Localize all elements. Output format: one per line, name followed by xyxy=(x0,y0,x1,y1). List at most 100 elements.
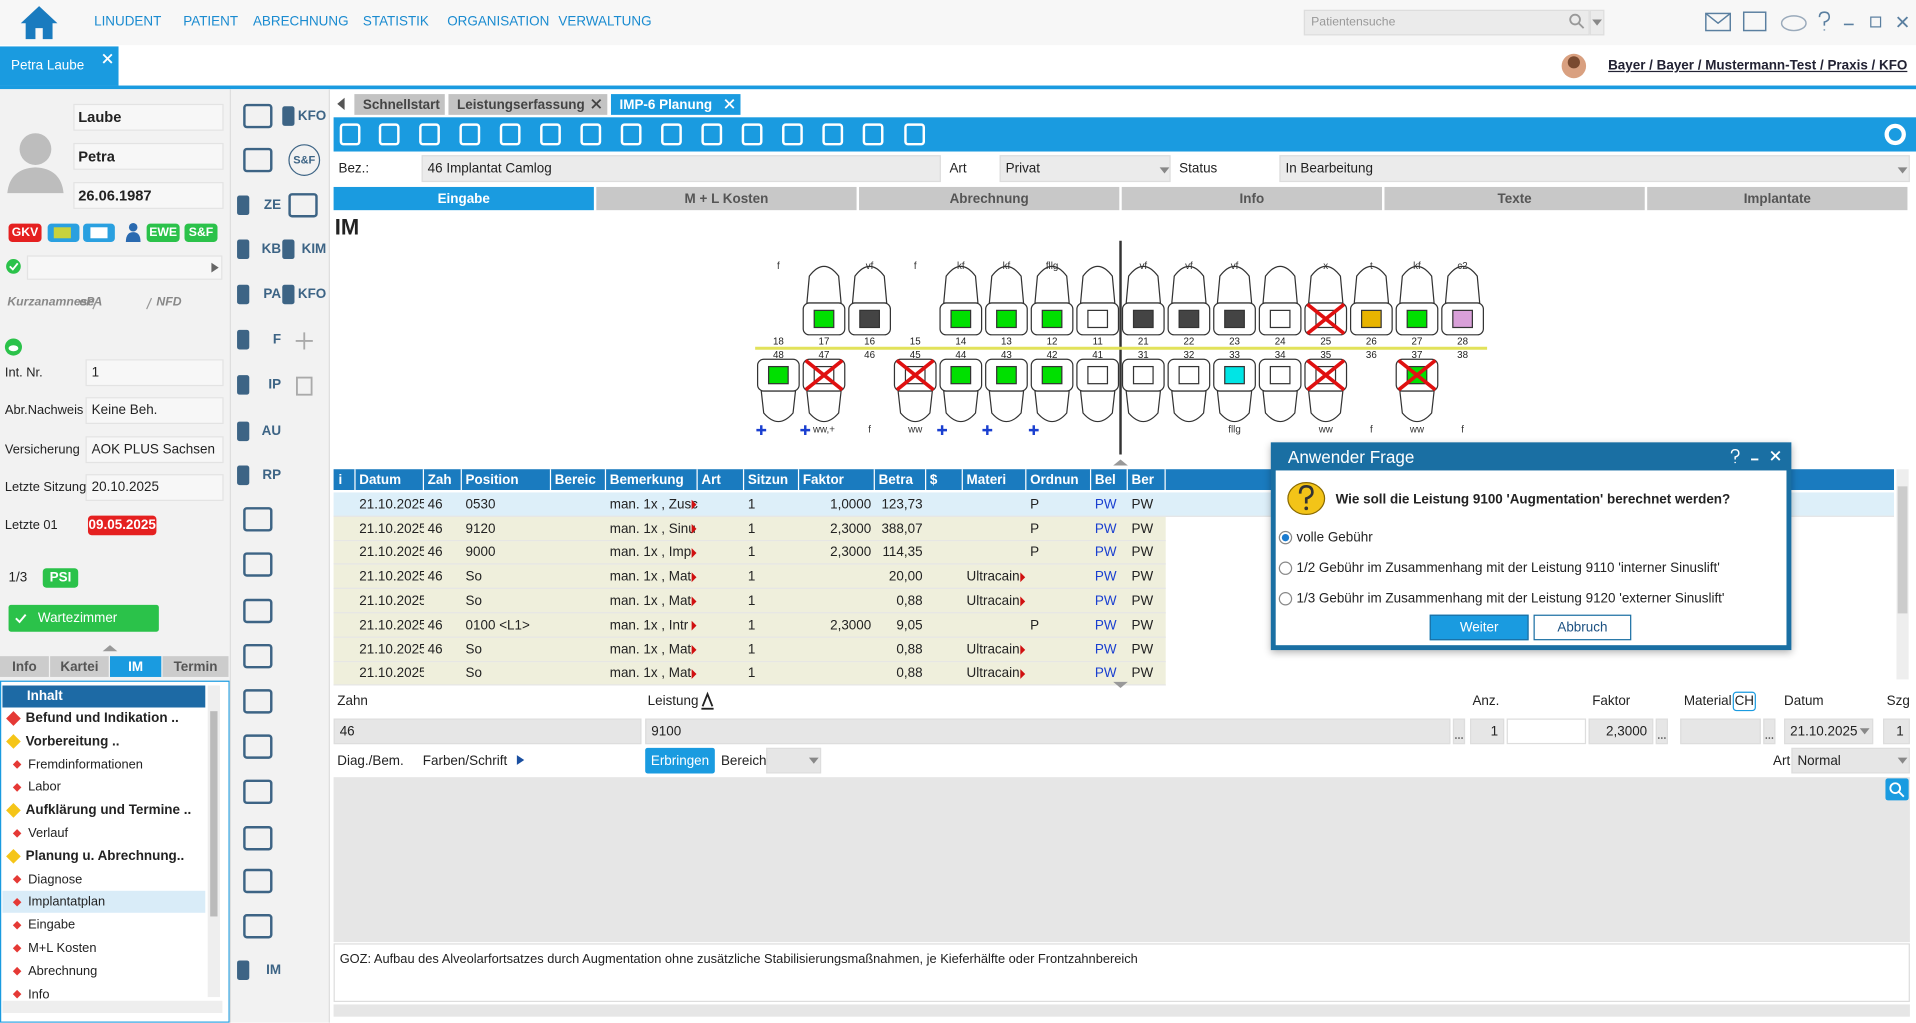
sub-tab[interactable]: Info xyxy=(1121,186,1383,211)
menu-item[interactable]: ABRECHNUNG xyxy=(252,14,349,30)
column-header[interactable]: Art xyxy=(698,469,745,490)
status-field[interactable] xyxy=(26,255,223,280)
radio-option[interactable]: 1/3 Gebühr im Zusammenhang mit der Leist… xyxy=(1296,591,1725,607)
menu-item[interactable]: LINUDENT xyxy=(94,14,162,30)
patient-link[interactable]: ePA xyxy=(79,295,103,309)
menu-item[interactable]: STATISTIK xyxy=(362,14,429,30)
sidebar-icon[interactable]: ZE xyxy=(263,197,282,213)
user-path[interactable]: Bayer / Bayer / Mustermann-Test / Praxis… xyxy=(1608,58,1908,74)
radio-option[interactable]: volle Gebühr xyxy=(1296,530,1373,545)
tree-item[interactable]: Befund und Indikation .. xyxy=(25,711,179,726)
form-field[interactable]: 46 Implantat Camlog xyxy=(421,155,941,183)
insurance-badge[interactable]: S&F xyxy=(184,223,218,242)
table-row[interactable] xyxy=(333,540,1166,566)
tree-item[interactable]: Labor xyxy=(28,780,61,795)
panel-tab[interactable]: Info xyxy=(0,656,49,677)
sub-tab[interactable]: M + L Kosten xyxy=(596,186,857,211)
entry-field[interactable]: 1 xyxy=(1883,718,1910,745)
table-row[interactable] xyxy=(333,637,1166,662)
column-header[interactable]: i xyxy=(335,469,356,490)
tree-item[interactable]: Verlauf xyxy=(28,826,69,841)
tree-item[interactable]: Abrechnung xyxy=(28,963,98,979)
patient-link[interactable]: NFD xyxy=(156,295,182,309)
patient-tab[interactable]: Petra Laube xyxy=(0,46,119,86)
entry-field[interactable] xyxy=(1680,718,1761,745)
tree-item[interactable]: Info xyxy=(28,986,50,1002)
entry-field[interactable]: Normal xyxy=(1791,747,1910,774)
psi-badge[interactable]: PSI xyxy=(42,568,79,588)
lookup-button[interactable] xyxy=(1452,718,1466,745)
dialog-button[interactable]: Weiter xyxy=(1429,614,1529,641)
tree-item[interactable]: Eingabe xyxy=(28,917,76,933)
entry-field[interactable]: 9100 xyxy=(645,718,1451,745)
column-header[interactable]: Ordnun xyxy=(1026,469,1092,490)
column-header[interactable]: Sitzun xyxy=(744,469,800,490)
tree-item[interactable]: Implantatplan xyxy=(28,894,106,910)
panel-tab[interactable]: IM xyxy=(109,656,162,677)
menu-item[interactable]: PATIENT xyxy=(183,14,239,30)
form-field[interactable]: In Bearbeitung xyxy=(1279,155,1910,183)
entry-label[interactable]: Farben/Schrift xyxy=(422,753,508,768)
dialog-button[interactable]: Abbruch xyxy=(1533,614,1632,641)
table-row[interactable] xyxy=(333,613,1166,638)
sidebar-icon[interactable]: KB xyxy=(261,241,282,257)
radio-option[interactable]: 1/2 Gebühr im Zusammenhang mit der Leist… xyxy=(1296,560,1720,576)
insurance-badge[interactable]: GKV xyxy=(8,223,42,242)
panel-tab[interactable]: Termin xyxy=(162,656,229,677)
column-header[interactable]: Bemerkung xyxy=(606,469,698,490)
sidebar-icon[interactable]: S&F xyxy=(288,144,321,176)
lookup-button[interactable] xyxy=(1655,718,1668,745)
search-box[interactable]: Patientensuche xyxy=(1303,9,1590,36)
column-header[interactable]: $ xyxy=(926,469,963,490)
sidebar-icon[interactable]: F xyxy=(272,332,282,348)
notes-area[interactable] xyxy=(333,777,1910,943)
ch-toggle[interactable]: CH xyxy=(1732,691,1756,712)
document-tab[interactable]: IMP-6 Planung xyxy=(610,94,741,115)
table-row[interactable] xyxy=(333,661,1166,686)
insurance-badge[interactable]: EWE xyxy=(146,223,180,242)
panel-tab[interactable]: Kartei xyxy=(50,656,109,677)
document-tab[interactable]: Leistungserfassung xyxy=(448,94,608,115)
tree-item[interactable]: Fremdinformationen xyxy=(28,757,143,772)
column-header[interactable]: Position xyxy=(462,469,552,490)
entry-field[interactable]: 21.10.2025 xyxy=(1784,718,1874,745)
search-dropdown[interactable] xyxy=(1589,9,1605,36)
column-header[interactable]: Datum xyxy=(356,469,425,490)
tree-item[interactable]: Aufklärung und Termine .. xyxy=(25,803,192,818)
table-row[interactable] xyxy=(333,589,1166,614)
waiting-room-button[interactable]: Wartezimmer xyxy=(8,604,159,632)
lookup-button[interactable] xyxy=(1763,718,1776,745)
sidebar-icon[interactable]: AU xyxy=(261,424,282,439)
sidebar-icon[interactable]: RP xyxy=(262,468,282,483)
sidebar-icon[interactable]: PA xyxy=(263,287,282,302)
tree-item[interactable]: M+L Kosten xyxy=(28,940,97,956)
column-header[interactable]: Materi xyxy=(963,469,1027,490)
menu-item[interactable]: VERWALTUNG xyxy=(558,14,652,30)
column-header[interactable]: Zah xyxy=(424,469,462,490)
sidebar-icon[interactable]: KFO xyxy=(297,287,327,302)
sidebar-icon[interactable]: IP xyxy=(268,377,282,393)
sidebar-icon[interactable]: KIM xyxy=(301,241,327,257)
document-tab[interactable]: Schnellstart xyxy=(354,94,445,115)
sidebar-icon[interactable]: IM xyxy=(266,962,282,978)
table-row[interactable] xyxy=(333,565,1166,590)
menu-item[interactable]: ORGANISATION xyxy=(447,14,550,30)
entry-field[interactable]: 2,3000 xyxy=(1588,718,1654,745)
column-header[interactable]: Ber xyxy=(1128,469,1166,490)
column-header[interactable]: Betra xyxy=(875,469,927,490)
column-header[interactable]: Bereic xyxy=(551,469,607,490)
column-header[interactable]: Bel xyxy=(1091,469,1128,490)
form-field[interactable]: Privat xyxy=(999,155,1171,183)
sub-tab[interactable]: Implantate xyxy=(1647,186,1908,211)
entry-field[interactable] xyxy=(766,747,822,774)
entry-field[interactable] xyxy=(1506,718,1587,745)
sub-tab[interactable]: Abrechnung xyxy=(859,186,1120,211)
table-row[interactable] xyxy=(333,516,1166,541)
sidebar-icon[interactable]: KFO xyxy=(297,108,327,124)
entry-field[interactable]: 1 xyxy=(1469,718,1505,745)
column-header[interactable]: Faktor xyxy=(799,469,875,490)
sub-tab[interactable]: Eingabe xyxy=(333,186,594,211)
tree-item[interactable]: Planung u. Abrechnung.. xyxy=(25,849,185,864)
tree-item[interactable]: Vorbereitung .. xyxy=(25,734,120,749)
patient-link[interactable]: Kurzanamnese xyxy=(7,295,95,309)
